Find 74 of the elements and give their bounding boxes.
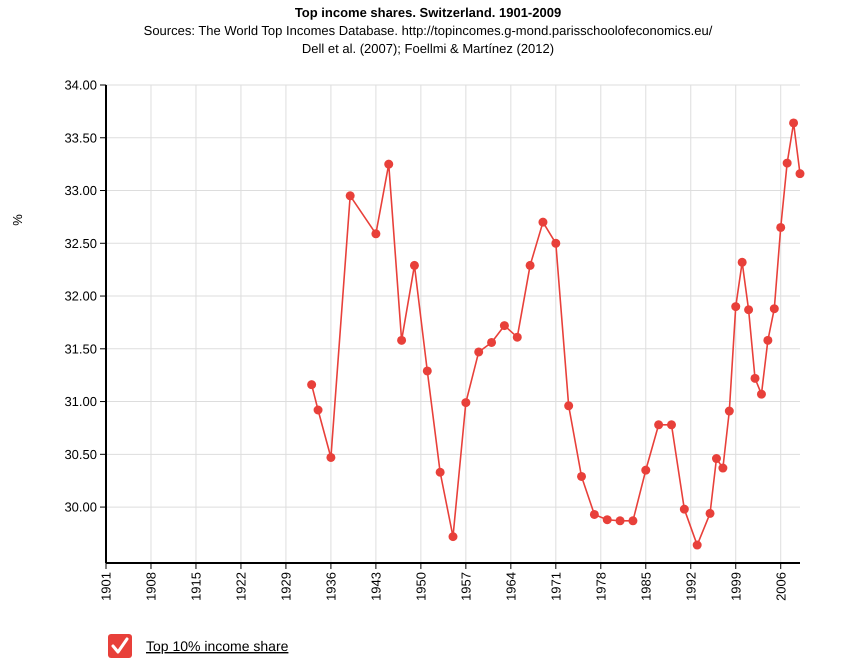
- y-axis-title: %: [10, 214, 25, 226]
- point: [738, 258, 747, 267]
- point: [718, 464, 728, 473]
- point: [564, 401, 574, 410]
- point: [602, 515, 612, 524]
- point: [712, 454, 721, 464]
- point: [410, 260, 419, 270]
- point: [706, 508, 715, 518]
- y-tick-label: 32.00: [64, 288, 97, 304]
- point: [782, 158, 792, 168]
- point: [744, 305, 754, 314]
- point: [371, 229, 380, 238]
- x-tick-label: 1971: [548, 572, 564, 601]
- point: [474, 347, 484, 356]
- point: [750, 374, 760, 383]
- y-tick-label: 31.00: [64, 394, 97, 410]
- point: [616, 516, 625, 526]
- x-tick-label: 1985: [638, 572, 654, 601]
- x-tick-label: 1929: [278, 572, 294, 601]
- point: [776, 222, 786, 232]
- point: [307, 380, 316, 390]
- x-tick-label: 1922: [233, 572, 248, 601]
- y-tick-label: 34.00: [64, 78, 97, 93]
- chart-title: Top income shares. Switzerland. 1901-2009: [294, 5, 562, 20]
- point: [538, 218, 548, 227]
- point: [763, 336, 772, 345]
- x-tick-label: 1915: [188, 572, 204, 601]
- y-tick-label: 33.50: [64, 130, 97, 146]
- point: [724, 406, 734, 416]
- point: [326, 452, 336, 462]
- point: [346, 191, 355, 200]
- y-tick-label: 30.00: [64, 500, 97, 515]
- point: [422, 366, 432, 376]
- x-tick-label: 1943: [368, 572, 384, 601]
- point: [654, 420, 664, 430]
- x-tick-label: 1957: [458, 572, 474, 601]
- point: [577, 472, 586, 481]
- point: [512, 332, 522, 342]
- point: [756, 390, 766, 399]
- point: [641, 466, 650, 475]
- x-tick-label: 2006: [773, 572, 788, 601]
- point: [448, 532, 458, 542]
- point: [436, 468, 445, 477]
- x-tick-label: 1978: [593, 572, 608, 601]
- point: [789, 118, 798, 128]
- point: [590, 510, 599, 519]
- point: [551, 238, 560, 248]
- point: [666, 420, 676, 430]
- x-tick-label: 1964: [503, 572, 518, 601]
- x-tick-label: 1999: [728, 572, 744, 601]
- x-tick-label: 1901: [98, 572, 114, 601]
- point: [487, 338, 496, 347]
- point: [526, 260, 535, 270]
- y-tick-label: 33.00: [64, 183, 97, 198]
- point: [770, 304, 779, 314]
- y-tick-label: 31.50: [64, 341, 97, 356]
- point: [680, 504, 689, 514]
- x-tick-label: 1936: [323, 572, 338, 601]
- point: [500, 321, 509, 330]
- point: [314, 406, 323, 414]
- x-tick-label: 1908: [144, 572, 159, 601]
- point: [384, 160, 394, 169]
- point: [397, 336, 406, 345]
- point: [692, 540, 702, 550]
- point: [628, 516, 638, 526]
- chart-subtitle: Sources: The World Top Incomes Database. http://topincomes.g-mond.parisschoolofeconomics.eu/ Dell et al. (2007); Foellmi & Martínez (2012): [144, 23, 713, 56]
- legend-label: Top 10% income share: [146, 638, 289, 654]
- y-tick-label: 30.50: [64, 446, 97, 462]
- point: [461, 398, 470, 408]
- x-tick-label: 1992: [683, 572, 698, 601]
- y-tick-label: 32.50: [64, 236, 97, 251]
- point: [796, 169, 804, 178]
- x-tick-label: 1950: [413, 572, 428, 601]
- point: [731, 302, 740, 312]
